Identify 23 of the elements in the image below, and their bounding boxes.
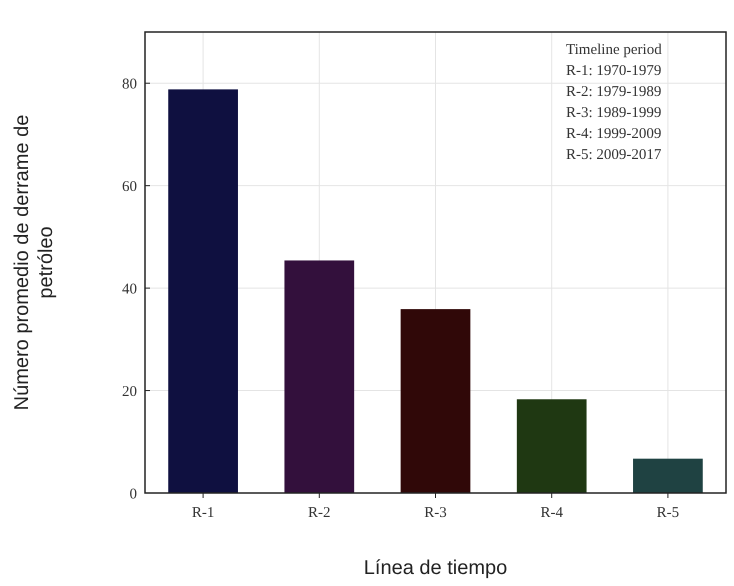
x-tick-label: R-5 xyxy=(656,505,680,521)
annotation: R-4: 1999-2009 xyxy=(566,126,662,142)
annotation: R-2: 1979-1989 xyxy=(566,84,662,100)
y-tick-label: 60 xyxy=(122,178,137,195)
annotation: R-1: 1970-1979 xyxy=(566,63,662,79)
bar xyxy=(284,260,354,493)
x-tick-label: R-4 xyxy=(540,505,564,521)
x-tick-label: R-3 xyxy=(424,505,447,521)
y-tick-label: 80 xyxy=(122,76,137,92)
annotation: Timeline period xyxy=(566,42,662,58)
y-tick-label: 20 xyxy=(122,384,137,400)
annotation: R-3: 1989-1999 xyxy=(566,105,662,121)
x-tick-label: R-2 xyxy=(308,505,331,521)
bar xyxy=(168,89,238,493)
x-tick-label: R-1 xyxy=(192,505,214,521)
bar xyxy=(633,458,703,493)
annotation: R-5: 2009-2017 xyxy=(566,147,662,163)
x-axis-title: Línea de tiempo xyxy=(364,557,508,579)
y-axis-title: Número promedio de derrame de petróleo xyxy=(11,114,57,410)
y-tick-label: 40 xyxy=(122,281,137,298)
bar xyxy=(516,399,587,493)
bar xyxy=(400,309,470,493)
y-tick-label: 0 xyxy=(130,486,137,502)
